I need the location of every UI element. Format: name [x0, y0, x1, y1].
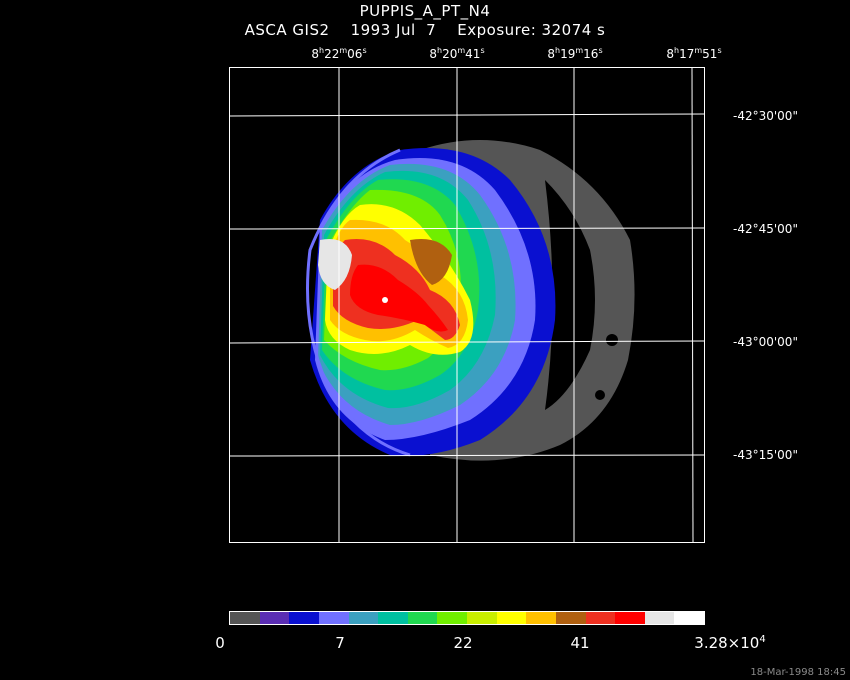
- dec-tick-label: -43°00'00": [733, 335, 798, 349]
- colorbar-swatch: [644, 612, 675, 624]
- observation-date: 1993 Jul 7: [350, 21, 437, 39]
- colorbar-swatch: [230, 612, 260, 624]
- colorbar-label: 41: [570, 634, 590, 652]
- colorbar-swatch: [674, 612, 704, 624]
- ra-tick-label: 8h22m06s: [311, 46, 367, 61]
- colorbar-swatch: [585, 612, 616, 624]
- colorbar-swatch: [555, 612, 586, 624]
- colorbar-swatch: [467, 612, 497, 624]
- colorbar-swatch: [437, 612, 467, 624]
- coordinate-grid: [228, 66, 706, 544]
- colorbar-swatch: [526, 612, 556, 624]
- colorbar-max-label: 3.28×104: [694, 634, 766, 652]
- observation-info: ASCA GIS2 1993 Jul 7 Exposure: 32074 s: [0, 21, 850, 39]
- ra-tick-label: 8h20m41s: [429, 46, 485, 61]
- colorbar: [229, 611, 705, 625]
- ra-tick-label: 8h19m16s: [547, 46, 603, 61]
- dec-tick-label: -43°15'00": [733, 448, 798, 462]
- colorbar-swatch: [496, 612, 527, 624]
- colorbar-swatch: [615, 612, 645, 624]
- image-frame: [229, 67, 705, 543]
- colorbar-swatch: [259, 612, 290, 624]
- image-title: PUPPIS_A_PT_N4: [359, 2, 491, 20]
- colorbar-label: 0: [215, 634, 225, 652]
- dec-tick-label: -42°30'00": [733, 109, 798, 123]
- colorbar-swatch: [378, 612, 408, 624]
- colorbar-swatch: [318, 612, 349, 624]
- colorbar-label: 7: [335, 634, 345, 652]
- colorbar-swatch: [348, 612, 379, 624]
- exposure-label: Exposure: 32074 s: [457, 21, 606, 39]
- colorbar-swatch: [289, 612, 319, 624]
- colorbar-swatch: [407, 612, 438, 624]
- timestamp: 18-Mar-1998 18:45: [750, 667, 846, 678]
- colorbar-label: 22: [453, 634, 473, 652]
- ra-tick-label: 8h17m51s: [666, 46, 722, 61]
- dec-tick-label: -42°45'00": [733, 222, 798, 236]
- instrument-label: ASCA GIS2: [244, 21, 330, 39]
